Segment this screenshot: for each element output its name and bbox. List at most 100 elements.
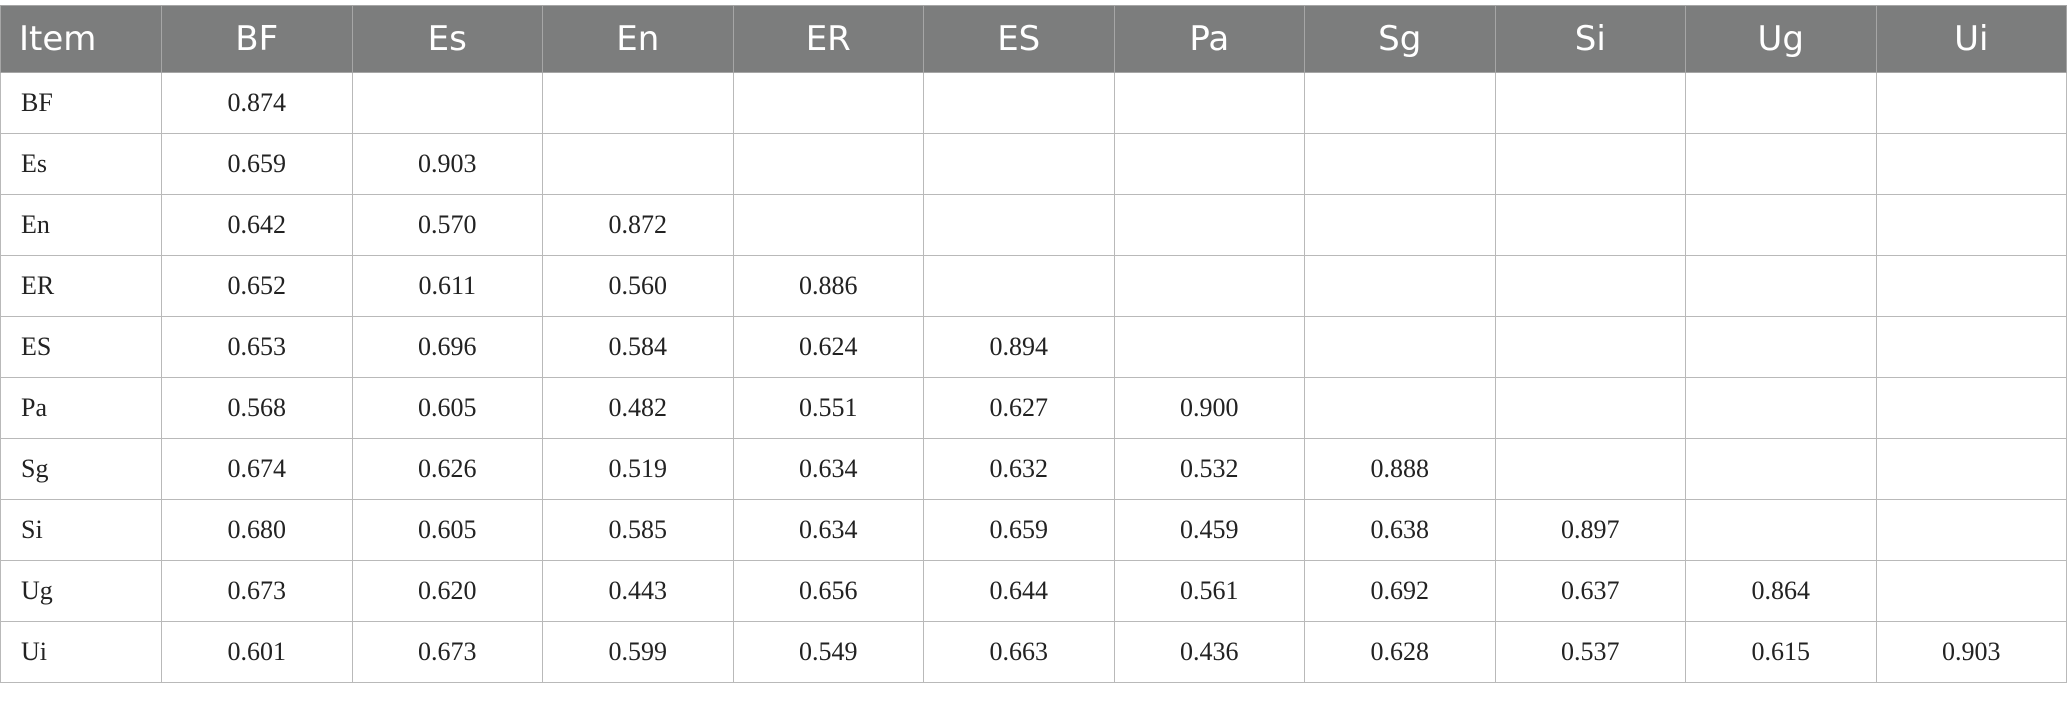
table-cell — [542, 133, 734, 195]
table-cell — [732, 72, 924, 134]
table-cell: 0.642 — [161, 194, 353, 256]
table-row: ES 0.653 0.696 0.584 0.624 0.894 — [0, 316, 2067, 378]
table-cell — [1685, 438, 1877, 500]
table-cell: 0.673 — [351, 621, 543, 683]
row-label: BF — [0, 72, 162, 134]
table-cell — [1304, 377, 1496, 439]
table-cell — [1685, 316, 1877, 378]
table-cell — [1304, 72, 1496, 134]
table-cell: 0.570 — [351, 194, 543, 256]
table-cell — [1875, 377, 2067, 439]
table-cell: 0.644 — [923, 560, 1115, 622]
table-row: Sg 0.674 0.626 0.519 0.634 0.632 0.532 0.888 — [0, 438, 2067, 500]
table-cell — [1685, 255, 1877, 317]
table-cell — [1685, 194, 1877, 256]
table-cell: 0.561 — [1113, 560, 1305, 622]
table-cell: 0.632 — [923, 438, 1115, 500]
table-cell: 0.532 — [1113, 438, 1305, 500]
table-cell: 0.673 — [161, 560, 353, 622]
row-label: Ug — [0, 560, 162, 622]
table-cell: 0.894 — [923, 316, 1115, 378]
table-cell — [1875, 499, 2067, 561]
table-cell — [1875, 255, 2067, 317]
column-header: Pa — [1113, 5, 1305, 73]
table-row: ER 0.652 0.611 0.560 0.886 — [0, 255, 2067, 317]
table-cell: 0.628 — [1304, 621, 1496, 683]
table-cell: 0.605 — [351, 499, 543, 561]
table-cell — [923, 133, 1115, 195]
table-row: Si 0.680 0.605 0.585 0.634 0.659 0.459 0.638 0.8… — [0, 499, 2067, 561]
table-cell: 0.886 — [732, 255, 924, 317]
column-header: ER — [732, 5, 924, 73]
table-cell — [1494, 316, 1686, 378]
table-cell — [1494, 72, 1686, 134]
table-cell — [1494, 255, 1686, 317]
table-cell: 0.634 — [732, 499, 924, 561]
row-label: En — [0, 194, 162, 256]
table-cell: 0.680 — [161, 499, 353, 561]
row-label: ES — [0, 316, 162, 378]
table-cell — [1304, 255, 1496, 317]
table-cell: 0.482 — [542, 377, 734, 439]
table-cell — [923, 255, 1115, 317]
table-cell: 0.900 — [1113, 377, 1305, 439]
table-cell: 0.549 — [732, 621, 924, 683]
table-cell — [1113, 72, 1305, 134]
table-row: Ug 0.673 0.620 0.443 0.656 0.644 0.561 0.692 0.6… — [0, 560, 2067, 622]
table-cell — [1685, 72, 1877, 134]
table-cell — [351, 72, 543, 134]
column-header: Ui — [1875, 5, 2067, 73]
table-row: BF 0.874 — [0, 72, 2067, 134]
table-cell: 0.585 — [542, 499, 734, 561]
table-cell: 0.692 — [1304, 560, 1496, 622]
table-cell — [1875, 438, 2067, 500]
table-cell — [1685, 133, 1877, 195]
table-cell: 0.659 — [161, 133, 353, 195]
row-label: Sg — [0, 438, 162, 500]
column-header: Item — [0, 5, 162, 73]
table-cell: 0.637 — [1494, 560, 1686, 622]
correlation-table: Item BF Es En ER ES Pa Sg Si Ug Ui BF 0.874 Es 0.659 0… — [0, 5, 2067, 683]
table-cell — [1685, 499, 1877, 561]
table-cell — [1113, 194, 1305, 256]
table-cell: 0.624 — [732, 316, 924, 378]
column-header: BF — [161, 5, 353, 73]
row-label: Es — [0, 133, 162, 195]
table-cell — [1875, 560, 2067, 622]
table-cell — [1113, 316, 1305, 378]
table-cell — [542, 72, 734, 134]
table-cell: 0.627 — [923, 377, 1115, 439]
table-cell — [1875, 133, 2067, 195]
table-cell — [1304, 194, 1496, 256]
table-body: BF 0.874 Es 0.659 0.903 En 0.642 0.570 0.872 ER 0.… — [0, 72, 2067, 683]
table-cell: 0.459 — [1113, 499, 1305, 561]
table-cell: 0.638 — [1304, 499, 1496, 561]
table-cell: 0.605 — [351, 377, 543, 439]
table-cell: 0.888 — [1304, 438, 1496, 500]
table-cell — [1875, 194, 2067, 256]
column-header: En — [542, 5, 734, 73]
table-cell: 0.656 — [732, 560, 924, 622]
table-cell: 0.663 — [923, 621, 1115, 683]
table-cell: 0.634 — [732, 438, 924, 500]
table-cell: 0.626 — [351, 438, 543, 500]
table-cell: 0.696 — [351, 316, 543, 378]
table-cell — [1494, 133, 1686, 195]
table-cell: 0.620 — [351, 560, 543, 622]
table-cell: 0.599 — [542, 621, 734, 683]
table-cell: 0.551 — [732, 377, 924, 439]
table-cell — [1875, 72, 2067, 134]
table-cell: 0.568 — [161, 377, 353, 439]
table-row: Ui 0.601 0.673 0.599 0.549 0.663 0.436 0.628 0.5… — [0, 621, 2067, 683]
table-cell: 0.611 — [351, 255, 543, 317]
table-cell: 0.443 — [542, 560, 734, 622]
table-cell — [1494, 377, 1686, 439]
table-cell — [923, 194, 1115, 256]
table-header: Item BF Es En ER ES Pa Sg Si Ug Ui — [0, 5, 2067, 73]
table-cell — [732, 133, 924, 195]
table-cell: 0.560 — [542, 255, 734, 317]
table-cell: 0.601 — [161, 621, 353, 683]
table-row: Pa 0.568 0.605 0.482 0.551 0.627 0.900 — [0, 377, 2067, 439]
row-label: Pa — [0, 377, 162, 439]
table-cell — [1113, 255, 1305, 317]
